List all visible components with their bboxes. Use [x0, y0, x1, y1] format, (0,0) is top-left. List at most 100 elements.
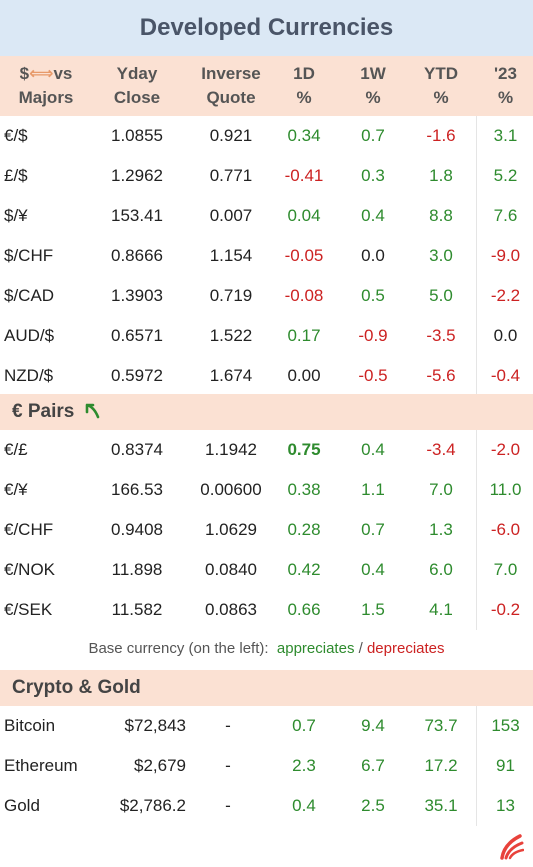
cell-d1: -0.08 — [284, 286, 324, 305]
cell-close: 166.53 — [111, 480, 163, 499]
cell-y23: 7.0 — [493, 560, 518, 579]
table-row: NZD/$ 0.5972 1.674 0.00 -0.5 -5.6 -0.4 — [0, 356, 533, 396]
table-row: €/£ 0.8374 1.1942 0.75 0.4 -3.4 -2.0 — [0, 430, 533, 470]
cell-inverse: 0.007 — [209, 206, 253, 225]
legend-depreciates: depreciates — [366, 640, 445, 657]
cell-pair: €/¥ — [4, 480, 28, 499]
cell-pair: €/CHF — [4, 520, 54, 539]
cell-inverse: 1.154 — [209, 246, 253, 265]
cell-w1: 1.1 — [361, 480, 385, 499]
cell-name: Gold — [4, 796, 40, 815]
cell-pair: $/¥ — [4, 206, 28, 225]
cell-y23: -2.0 — [490, 440, 521, 459]
cell-w1: 0.7 — [361, 126, 385, 145]
cell-inverse: 1.1942 — [205, 440, 257, 459]
cell-y23: 5.2 — [493, 166, 518, 185]
cell-y23: -6.0 — [490, 520, 521, 539]
cell-inverse: 1.0629 — [205, 520, 257, 539]
cell-w1: 0.4 — [361, 440, 385, 459]
cell-close: 0.8374 — [111, 440, 163, 459]
cell-close: 11.898 — [111, 560, 163, 579]
cell-y23: 3.1 — [493, 126, 518, 145]
cell-close: 1.3903 — [111, 286, 163, 305]
cell-d1: 0.04 — [287, 206, 321, 225]
table-row: AUD/$ 0.6571 1.522 0.17 -0.9 -3.5 0.0 — [0, 316, 533, 356]
cell-ytd: 3.0 — [429, 246, 453, 265]
cell-price: $72,843 — [124, 716, 186, 735]
column-divider — [476, 706, 477, 826]
cell-d1: -0.05 — [284, 246, 324, 265]
cell-ytd: -5.6 — [426, 366, 456, 385]
cell-inverse: 0.0840 — [205, 560, 257, 579]
cell-y23: -0.4 — [490, 366, 521, 385]
cell-ytd: 17.2 — [424, 756, 458, 775]
table-header: $⟺vs Majors Yday Close Inverse Quote 1D% 1… — [0, 56, 533, 116]
cell-y23: 0.0 — [493, 326, 518, 345]
cell-w1: 9.4 — [361, 716, 385, 735]
cell-price: $2,679 — [134, 756, 186, 775]
cell-close: 0.6571 — [111, 326, 163, 345]
header-ytd: YTD% — [424, 64, 458, 107]
cell-pair: €/NOK — [4, 560, 56, 579]
cell-inverse: 0.00600 — [200, 480, 262, 499]
cell-pair: NZD/$ — [4, 366, 54, 385]
cell-w1: 2.5 — [361, 796, 385, 815]
cell-dash: - — [225, 796, 231, 815]
header-1w: 1W% — [360, 64, 386, 107]
cell-close: 0.8666 — [111, 246, 163, 265]
cell-inverse: 1.674 — [209, 366, 253, 385]
header-inverse-quote: Inverse Quote — [201, 64, 261, 107]
table-row: Ethereum $2,679 - 2.3 6.7 17.2 91 — [0, 746, 533, 786]
cell-w1: 6.7 — [361, 756, 385, 775]
cell-ytd: -1.6 — [426, 126, 456, 145]
euro-pairs-header: € Pairs — [0, 394, 533, 430]
cell-y23: 13 — [496, 796, 515, 815]
cell-d1: 0.7 — [292, 716, 316, 735]
cell-ytd: 1.8 — [429, 166, 453, 185]
cell-inverse: 1.522 — [209, 326, 253, 345]
curved-arrow-icon — [85, 403, 99, 419]
cell-inverse: 0.771 — [209, 166, 253, 185]
cell-pair: $/CAD — [4, 286, 55, 305]
cell-y23: -0.2 — [490, 600, 521, 619]
table-row: €/¥ 166.53 0.00600 0.38 1.1 7.0 11.0 — [0, 470, 533, 510]
cell-inverse: 0.719 — [209, 286, 253, 305]
cell-w1: 1.5 — [361, 600, 385, 619]
cell-w1: 0.7 — [361, 520, 385, 539]
cell-ytd: 6.0 — [429, 560, 453, 579]
cell-d1: 2.3 — [292, 756, 316, 775]
cell-w1: 0.4 — [361, 560, 385, 579]
column-divider — [476, 116, 477, 394]
cell-d1: 0.42 — [287, 560, 321, 579]
table-row: $/CAD 1.3903 0.719 -0.08 0.5 5.0 -2.2 — [0, 276, 533, 316]
cell-pair: $/CHF — [4, 246, 54, 265]
cell-d1: 0.38 — [287, 480, 321, 499]
cell-pair: AUD/$ — [4, 326, 55, 345]
cell-pair: €/SEK — [4, 600, 53, 619]
cell-d1: 0.75 — [287, 440, 321, 459]
cell-y23: -2.2 — [490, 286, 521, 305]
cell-dash: - — [225, 756, 231, 775]
table-row: Gold $2,786.2 - 0.4 2.5 35.1 13 — [0, 786, 533, 826]
cell-ytd: -3.4 — [426, 440, 456, 459]
cell-close: 0.9408 — [111, 520, 163, 539]
cell-close: 0.5972 — [111, 366, 163, 385]
header-1d: 1D% — [293, 64, 315, 107]
cell-pair: €/£ — [4, 440, 28, 459]
header-yday-close: Yday Close — [113, 64, 161, 107]
cell-y23: 11.0 — [489, 480, 522, 499]
cell-d1: 0.4 — [292, 796, 316, 815]
header-2023: '23% — [494, 64, 517, 107]
column-divider — [476, 430, 477, 630]
crypto-gold-header: Crypto & Gold — [0, 670, 533, 706]
cell-ytd: 7.0 — [429, 480, 453, 499]
brand-logo-icon — [500, 834, 524, 860]
cell-ytd: 1.3 — [429, 520, 453, 539]
double-arrow-icon: ⟺ — [29, 64, 54, 83]
cell-d1: 0.66 — [287, 600, 321, 619]
cell-y23: 7.6 — [493, 206, 518, 225]
cell-d1: 0.00 — [287, 366, 321, 385]
cell-name: Bitcoin — [4, 716, 56, 735]
cell-w1: -0.9 — [358, 326, 388, 345]
cell-w1: 0.3 — [361, 166, 385, 185]
